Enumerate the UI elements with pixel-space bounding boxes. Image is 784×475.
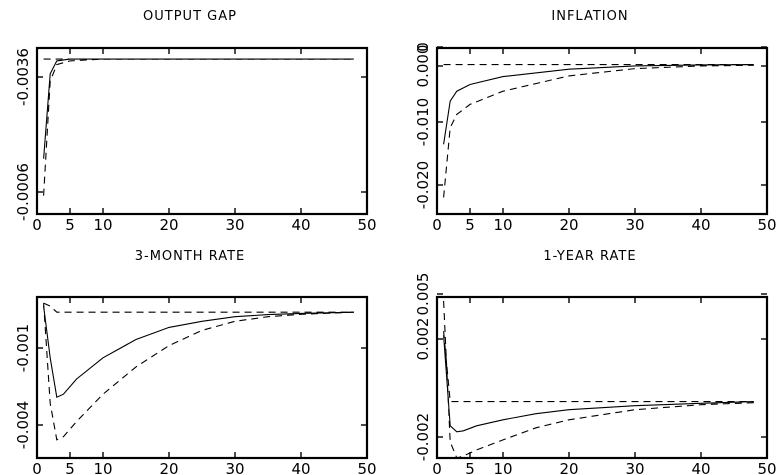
series-line-solid-0 [43,58,354,159]
x-tick-label: 40 [291,460,310,475]
x-tick-label: 5 [465,460,475,475]
x-tick-label: 10 [93,460,112,475]
y-tick-label: -0.004 [14,401,32,449]
x-tick-label: 5 [65,460,75,475]
series-line-solid-0 [443,64,754,145]
x-tick-label: 10 [493,460,512,475]
x-tick-label: 30 [625,460,644,475]
series-line-dashed-2 [43,302,354,313]
x-tick-label: 0 [32,216,42,234]
y-tick-label: 0.005 [414,273,432,316]
series-line-dashed-2 [443,331,754,403]
x-tick-label: 20 [159,460,178,475]
plot-frame [435,46,769,216]
y-tick-label: -0.020 [414,161,432,209]
x-tick-label: 40 [691,216,710,234]
series-line-solid-0 [43,306,354,398]
series-line-dashed-1 [43,58,354,196]
x-tick-label: 20 [159,216,178,234]
x-tick-label: 5 [465,216,475,234]
x-tick-label: 10 [493,216,512,234]
y-tick-label: 0.000 [414,45,432,88]
series-line-dashed-1 [443,64,754,198]
chart-output-gap: OUTPUT GAP 0 5 10 20 30 40 50 -0.0036 -0.0006 [14,9,377,234]
y-tick-label: -0.001 [14,324,32,372]
y-tick-label: -0.010 [414,98,432,146]
x-tick-label: 40 [691,460,710,475]
x-tick-label: 50 [757,460,776,475]
x-tick-label: 50 [757,216,776,234]
x-tick-label: 40 [291,216,310,234]
chart-one-year-rate: 1-YEAR RATE 0 5 10 20 30 40 50 0.005 0.002 -0.002 [414,249,777,475]
plot-frame [435,295,769,460]
x-tick-label: 0 [432,216,442,234]
series-line-dashed-1 [443,300,754,459]
chart-three-month-rate: 3-MONTH RATE 0 5 10 20 30 40 50 -0.001 -0.004 [14,249,377,475]
x-tick-label: 20 [559,216,578,234]
x-tick-label: 50 [357,216,376,234]
plot-frame [35,46,369,216]
series-line-solid-0 [443,335,754,433]
series-line-dashed-1 [43,303,354,441]
x-tick-label: 30 [225,460,244,475]
plot-frame [35,295,369,460]
x-tick-label: 50 [357,460,376,475]
x-tick-label: 20 [559,460,578,475]
y-tick-label: -0.0006 [14,163,32,221]
chart-title: 1-YEAR RATE [543,249,636,264]
chart-title: INFLATION [551,9,628,24]
x-tick-label: 0 [432,460,442,475]
x-tick-label: 10 [93,216,112,234]
chart-title: 3-MONTH RATE [135,249,246,264]
y-tick-label: 0.002 [414,318,432,361]
x-tick-label: 30 [225,216,244,234]
x-tick-label: 5 [65,216,75,234]
y-tick-label: -0.002 [414,413,432,461]
y-tick-label: -0.0036 [14,48,32,106]
x-tick-label: 30 [625,216,644,234]
y-tick-label: 0 [414,42,432,52]
x-tick-label: 0 [32,460,42,475]
chart-title: OUTPUT GAP [143,9,237,24]
